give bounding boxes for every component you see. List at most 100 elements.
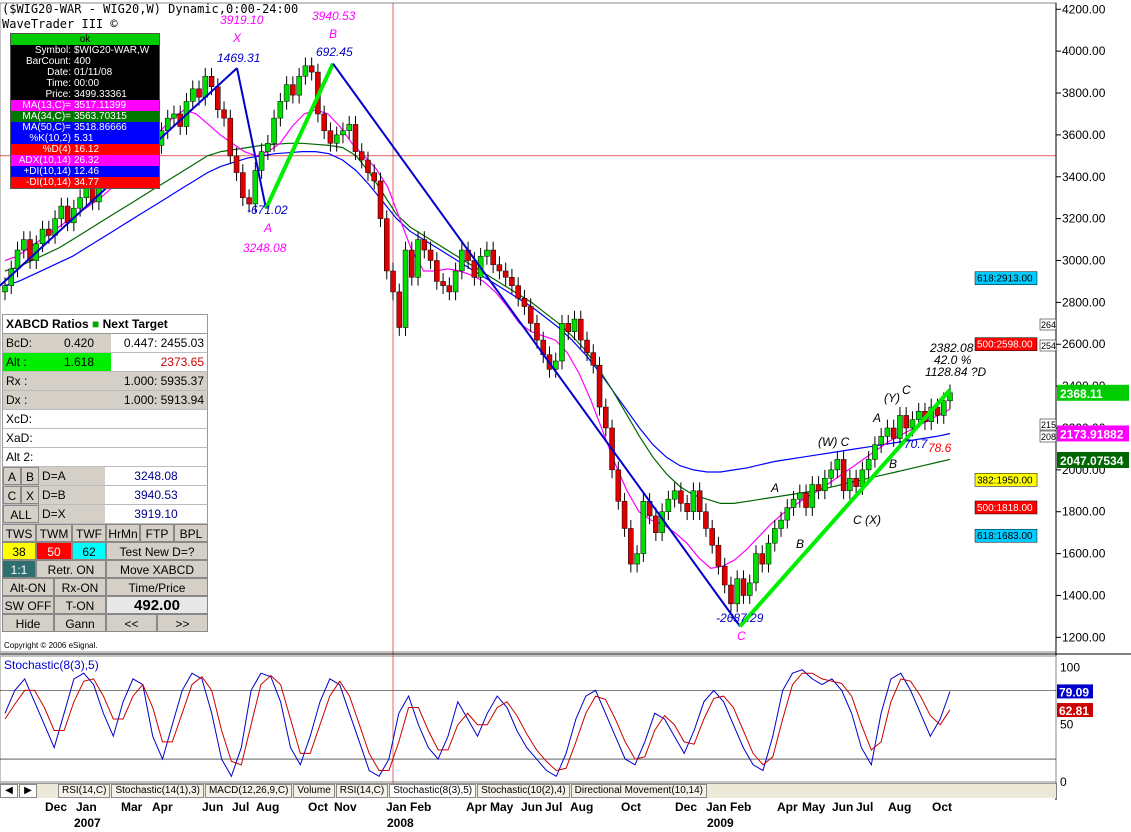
candle-body <box>321 113 327 131</box>
chart-title: ($WIG20-WAR - WIG20,W) Dynamic,0:00-24:0… <box>2 2 299 16</box>
data-window-key: BarCount: <box>25 56 71 67</box>
sw-off-button[interactable]: SW OFF <box>2 596 54 614</box>
time-price-button[interactable]: Time/Price <box>106 578 208 596</box>
data-window-key: -DI(10,14) <box>25 177 71 188</box>
tws-value[interactable]: 38 <box>2 542 36 560</box>
all-button[interactable]: ALL <box>3 505 39 523</box>
rx-on-button[interactable]: Rx-ON <box>54 578 106 596</box>
candle-body <box>603 406 609 429</box>
hide-button[interactable]: Hide <box>2 614 54 632</box>
gann-button[interactable]: Gann <box>54 614 106 632</box>
x-tick-label: May <box>802 800 826 814</box>
stochastic-panel: 100 50 0 79.09 62.81 Stochastic(8(3),5) <box>0 653 1131 789</box>
indicator-tab[interactable]: Stochastic(10(2),4) <box>477 784 570 798</box>
wave-label: C <box>737 629 746 643</box>
bcd-target: 0.447: 2455.03 <box>123 336 204 350</box>
candle-body <box>890 427 897 439</box>
tab-scroll-right-icon[interactable]: ▶ <box>19 784 37 798</box>
candle-body <box>240 172 246 198</box>
rx-target: 1.000: 5935.37 <box>105 372 207 390</box>
candle-body <box>215 86 221 111</box>
x-button[interactable]: X <box>21 486 39 504</box>
indicator-tab[interactable]: RSI(14,C) <box>58 784 111 798</box>
rx-label: Rx : <box>3 372 105 390</box>
data-window-value: 3563.70315 <box>74 111 127 122</box>
x-tick-label: Apr <box>466 800 487 814</box>
stochastic-value: 79.09 <box>1059 685 1089 699</box>
indicator-tab[interactable]: RSI(14,C) <box>335 784 389 798</box>
data-window-key: %K(10,2) <box>29 133 71 144</box>
indicator-tab[interactable]: MACD(12,26,9,C) <box>204 784 293 798</box>
d-eq-a-value: 3248.08 <box>134 469 178 483</box>
twf-button[interactable]: TWF <box>72 524 106 542</box>
price-tag: 2173.91882 <box>1060 427 1124 441</box>
xabcd-panel: XABCD Ratios ■ Next Target BcD: 0.420 0.… <box>2 314 208 632</box>
data-window-row: MA(13,C)= 3517.11399 <box>11 100 159 111</box>
x-year-label: 2009 <box>707 816 734 830</box>
fib-tag-box <box>974 271 1038 285</box>
hrmn-button[interactable]: HrMn <box>106 524 140 542</box>
data-window-row: Date: 01/11/08 <box>11 67 159 78</box>
twm-button[interactable]: TWM <box>36 524 72 542</box>
b-button[interactable]: B <box>21 467 39 485</box>
alt2-label: Alt 2: <box>6 450 34 464</box>
tws-button[interactable]: TWS <box>2 524 36 542</box>
candle-body <box>327 130 334 144</box>
tab-scroll-left-icon[interactable]: ◀ <box>0 784 18 798</box>
a-button[interactable]: A <box>3 467 21 485</box>
data-window-value: 01/11/08 <box>74 67 113 78</box>
candle-body <box>596 364 603 408</box>
alt2-value <box>105 448 207 466</box>
small-tag-box <box>1039 318 1057 331</box>
indicator-tab[interactable]: Stochastic(14(1),3) <box>111 784 204 798</box>
candle-body <box>196 88 202 98</box>
indicator-tab[interactable]: Stochastic(8(3),5) <box>389 784 477 798</box>
d-eq-b-value: 3940.53 <box>134 488 178 502</box>
data-window-value: 3517.11399 <box>74 100 127 111</box>
c-button[interactable]: C <box>3 486 21 504</box>
candle-body <box>208 76 215 87</box>
candle-body <box>571 318 578 332</box>
candle-body <box>396 291 403 328</box>
indicator-tab[interactable]: Volume <box>293 784 335 798</box>
x-year-label: 2008 <box>387 816 414 830</box>
data-window-status: ok <box>11 34 159 45</box>
ratio-1-1-button[interactable]: 1:1 <box>2 560 36 578</box>
candle-body <box>21 239 27 251</box>
retr-on-button[interactable]: Retr. ON <box>36 560 106 578</box>
candle-body <box>565 323 571 332</box>
y-tick-label: 2600.00 <box>1062 337 1106 351</box>
candle-body <box>709 528 715 546</box>
fib-tag: 618:1683.00 <box>977 531 1033 542</box>
copyright-text: Copyright © 2006 eSignal. <box>4 641 98 650</box>
next-button[interactable]: >> <box>157 614 208 632</box>
move-xabcd-button[interactable]: Move XABCD <box>106 560 208 578</box>
x-tick-label: Jul <box>545 800 563 814</box>
alt-on-button[interactable]: Alt-ON <box>2 578 54 596</box>
fib-tag: 618:2913.00 <box>977 274 1033 285</box>
y-tick-label: 3400.00 <box>1062 170 1106 184</box>
bpl-button[interactable]: BPL <box>174 524 208 542</box>
data-window[interactable]: ok Symbol: $WIG20-WAR,W BarCount: 400 Date: 0… <box>10 33 160 189</box>
candle-body <box>665 498 672 512</box>
stochastic-tick: 50 <box>1060 718 1074 732</box>
prev-button[interactable]: << <box>106 614 157 632</box>
test-new-button[interactable]: Test New D=? <box>106 542 208 560</box>
indicator-tab[interactable]: Directional Movement(10,14) <box>570 784 708 798</box>
candle-body <box>402 249 409 328</box>
data-window-row: ADX(10,14) 26.32 <box>11 155 159 166</box>
small-tag: 264 <box>1041 320 1056 330</box>
candle-body <box>246 197 252 205</box>
t-on-button[interactable]: T-ON <box>54 596 106 614</box>
wave-label: A <box>770 481 779 495</box>
candle-body <box>189 88 196 102</box>
candle-body <box>715 544 722 567</box>
wave-label: A <box>263 221 272 235</box>
twm-value[interactable]: 50 <box>36 542 72 560</box>
price-display[interactable]: 492.00 <box>106 596 208 614</box>
x-tick-label: Jan <box>706 800 727 814</box>
ftp-button[interactable]: FTP <box>140 524 174 542</box>
candle-body <box>721 565 728 586</box>
twf-value[interactable]: 62 <box>72 542 106 560</box>
data-window-row: Price: 3499.33361 <box>11 89 159 100</box>
